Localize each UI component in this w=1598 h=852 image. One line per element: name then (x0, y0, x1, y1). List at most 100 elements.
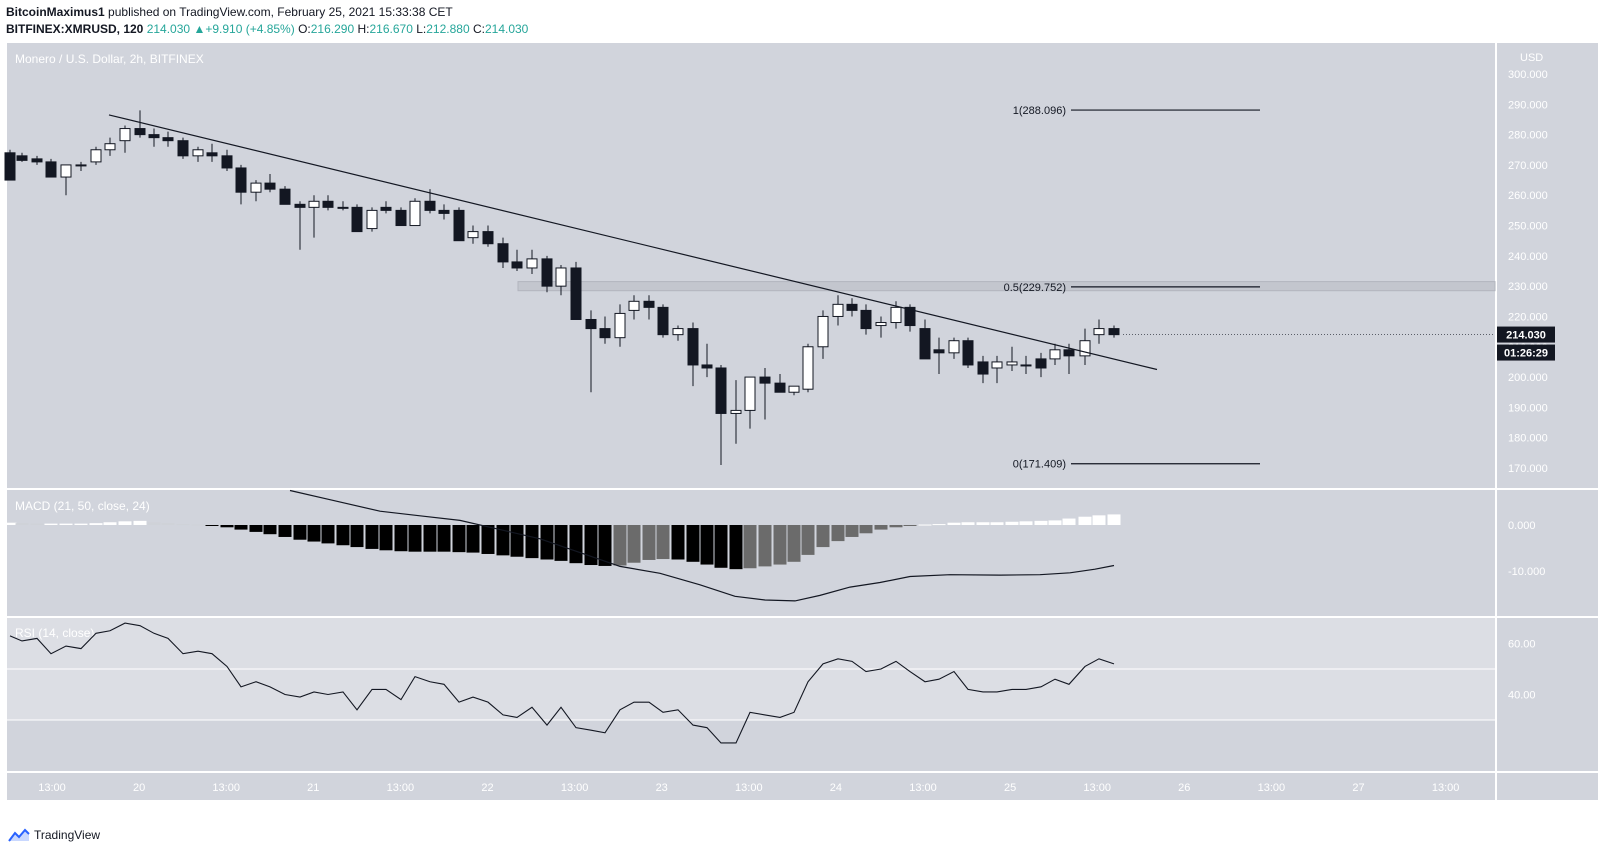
candle-body[interactable] (1006, 361, 1018, 366)
macd-histogram-bar[interactable] (191, 524, 205, 526)
macd-histogram-bar[interactable] (452, 525, 466, 553)
candle-body[interactable] (31, 158, 43, 163)
candle-body[interactable] (991, 361, 1003, 369)
candle-body[interactable] (657, 306, 669, 336)
macd-histogram-bar[interactable] (30, 523, 44, 525)
macd-histogram-bar[interactable] (627, 525, 641, 563)
candle-body[interactable] (4, 152, 16, 181)
candle-body[interactable] (962, 340, 974, 366)
macd-histogram-bar[interactable] (89, 523, 103, 525)
macd-histogram-bar[interactable] (350, 525, 364, 548)
candle-body[interactable] (264, 182, 276, 190)
candle-body[interactable] (948, 340, 960, 354)
macd-histogram-bar[interactable] (103, 522, 117, 525)
macd-histogram-bar[interactable] (642, 525, 656, 560)
candle-body[interactable] (774, 382, 786, 393)
candle-body[interactable] (482, 231, 494, 245)
macd-histogram-bar[interactable] (831, 525, 845, 542)
macd-histogram-bar[interactable] (903, 525, 917, 526)
candle-body[interactable] (322, 200, 334, 208)
macd-histogram-bar[interactable] (961, 522, 975, 525)
candle-body[interactable] (526, 258, 538, 269)
macd-histogram-bar[interactable] (263, 525, 277, 535)
candle-body[interactable] (395, 209, 407, 227)
macd-histogram-bar[interactable] (729, 525, 743, 570)
macd-histogram-bar[interactable] (307, 525, 321, 542)
candle-body[interactable] (643, 300, 655, 308)
candle-body[interactable] (279, 188, 291, 205)
candle-body[interactable] (730, 409, 742, 414)
candle-body[interactable] (860, 309, 872, 330)
macd-histogram-bar[interactable] (118, 521, 132, 525)
candle-body[interactable] (672, 328, 684, 336)
macd-histogram-bar[interactable] (1092, 515, 1106, 525)
candle-body[interactable] (206, 152, 218, 157)
candle-body[interactable] (177, 140, 189, 157)
footer-brand[interactable]: TradingView (8, 828, 100, 842)
candle-body[interactable] (380, 206, 392, 211)
candle-body[interactable] (60, 164, 72, 178)
candle-body[interactable] (75, 164, 87, 167)
candle-body[interactable] (409, 200, 421, 227)
candle-body[interactable] (453, 209, 465, 242)
macd-histogram-bar[interactable] (44, 523, 58, 525)
macd-histogram-bar[interactable] (220, 525, 234, 528)
macd-histogram-bar[interactable] (147, 522, 161, 525)
candle-body[interactable] (1063, 349, 1075, 357)
candle-body[interactable] (875, 322, 887, 327)
macd-histogram-bar[interactable] (584, 525, 598, 566)
candle-body[interactable] (511, 261, 523, 269)
macd-histogram-bar[interactable] (379, 525, 393, 551)
macd-histogram-bar[interactable] (293, 525, 307, 540)
candle-body[interactable] (235, 167, 247, 193)
macd-histogram-bar[interactable] (59, 523, 73, 525)
macd-histogram-bar[interactable] (947, 522, 961, 525)
macd-histogram-bar[interactable] (569, 525, 583, 564)
candle-body[interactable] (162, 137, 174, 142)
candle-body[interactable] (788, 385, 800, 393)
candle-body[interactable] (337, 206, 349, 209)
macd-histogram-bar[interactable] (990, 522, 1004, 525)
macd-histogram-bar[interactable] (1048, 520, 1062, 525)
candle-body[interactable] (90, 149, 102, 163)
candle-body[interactable] (467, 231, 479, 239)
candle-body[interactable] (294, 203, 306, 208)
macd-histogram-bar[interactable] (205, 525, 219, 526)
candle-body[interactable] (715, 367, 727, 414)
macd-histogram-bar[interactable] (656, 525, 670, 560)
candle-body[interactable] (614, 312, 626, 339)
candle-body[interactable] (438, 209, 450, 214)
candle-body[interactable] (366, 209, 378, 230)
macd-histogram-bar[interactable] (874, 525, 888, 530)
macd-histogram-bar[interactable] (801, 525, 815, 555)
candle-body[interactable] (497, 243, 509, 263)
macd-histogram-bar[interactable] (758, 525, 772, 567)
macd-histogram-bar[interactable] (816, 525, 830, 548)
candle-body[interactable] (192, 149, 204, 157)
candle-body[interactable] (759, 376, 771, 384)
macd-histogram-bar[interactable] (234, 525, 248, 530)
candle-body[interactable] (119, 128, 131, 142)
candle-body[interactable] (890, 306, 902, 324)
candle-body[interactable] (687, 328, 699, 366)
candle-body[interactable] (904, 306, 916, 327)
macd-histogram-bar[interactable] (278, 525, 292, 537)
candle-body[interactable] (351, 206, 363, 233)
macd-histogram-bar[interactable] (743, 525, 757, 569)
candle-body[interactable] (250, 182, 262, 193)
macd-histogram-bar[interactable] (15, 523, 29, 525)
macd-histogram-bar[interactable] (1034, 520, 1048, 525)
macd-histogram-bar[interactable] (671, 525, 685, 560)
candle-body[interactable] (846, 303, 858, 311)
macd-histogram-bar[interactable] (845, 525, 859, 537)
candle-body[interactable] (817, 315, 829, 348)
macd-histogram-bar[interactable] (321, 525, 335, 544)
macd-histogram-bar[interactable] (613, 525, 627, 566)
descending-trendline[interactable] (108, 114, 1158, 371)
price-pane-bg[interactable] (7, 43, 1495, 488)
macd-histogram-bar[interactable] (496, 525, 510, 556)
macd-histogram-bar[interactable] (1005, 521, 1019, 525)
macd-histogram-bar[interactable] (1019, 521, 1033, 525)
candle-body[interactable] (919, 328, 931, 360)
macd-histogram-bar[interactable] (700, 525, 714, 565)
